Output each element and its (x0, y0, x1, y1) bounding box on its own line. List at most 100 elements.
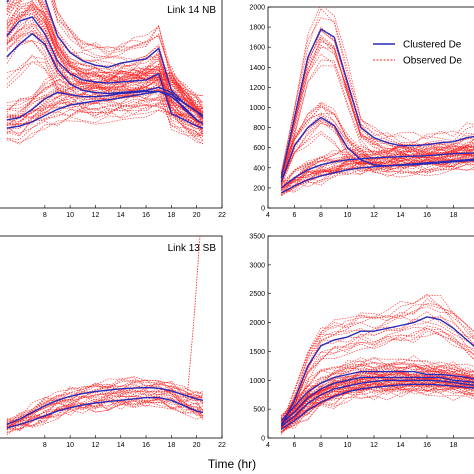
observed-demand-line (280, 310, 474, 428)
x-tick-label: 22 (218, 212, 226, 219)
observed-demand-line (280, 326, 474, 429)
y-tick-label: 3000 (249, 262, 265, 269)
observed-demand-line (280, 41, 474, 185)
observed-demand-line (281, 372, 474, 420)
panel-1: 8 10 12 14 16 18 20 22 Link 14 NB (0, 0, 226, 219)
x-tick-label: 16 (142, 212, 150, 219)
y-tick-label: 2500 (249, 291, 265, 298)
observed-demand-line (6, 392, 204, 423)
x-tick-label: 14 (117, 212, 125, 219)
clustered-demand-line (280, 376, 474, 425)
x-tick-label: 6 (293, 442, 297, 449)
observed-demand-line (6, 19, 204, 130)
observed-demand-line (281, 154, 474, 197)
observed-demand-line (6, 78, 204, 118)
y-tick-label: 1500 (249, 349, 265, 356)
observed-demand-line (6, 77, 204, 123)
clustered-demand-line (6, 90, 204, 121)
observed-demand-line (6, 389, 204, 423)
x-tick-label: 4 (266, 442, 270, 449)
panel-title: Link 13 SB (168, 243, 217, 254)
observed-demand-line (6, 95, 204, 130)
observed-demand-line (280, 59, 474, 182)
observed-demand-line (6, 385, 204, 429)
x-tick-label: 18 (167, 442, 175, 449)
observed-demand-line (280, 306, 474, 426)
observed-demand-line (281, 367, 474, 420)
x-tick-label: 6 (293, 212, 297, 219)
observed-demand-line (6, 29, 204, 138)
x-tick-label: 12 (92, 212, 100, 219)
observed-demand-line (6, 2, 204, 113)
observed-demand-line (280, 294, 474, 427)
observed-demand-line (6, 396, 204, 432)
observed-demand-line (281, 377, 474, 433)
observed-demand-line (6, 83, 204, 118)
y-tick-label: 2000 (249, 320, 265, 327)
observed-demand-line (6, 78, 204, 118)
observed-demand-line (281, 388, 474, 429)
observed-demand-line (6, 399, 204, 431)
clustered-demand-line (280, 379, 474, 428)
observed-demand-line (6, 74, 204, 119)
observed-demand-line (6, 10, 204, 116)
observed-demand-line (6, 61, 204, 134)
observed-demand-line (281, 369, 474, 427)
observed-demand-line (6, 72, 204, 112)
x-tick-label: 18 (450, 442, 458, 449)
y-tick-label: 1600 (249, 45, 265, 52)
x-tick-label: 8 (319, 442, 323, 449)
plot-area (6, 0, 204, 145)
x-axis-label: Time (hr) (208, 457, 256, 471)
observed-demand-line (281, 374, 474, 420)
observed-demand-line (186, 236, 201, 405)
panel-4: 4 6 8 10 12 14 16 18 0 500 1000 1500 2000 2500 3000 350… (208, 234, 474, 471)
plot-area (280, 7, 474, 197)
observed-demand-line (280, 65, 474, 181)
observed-demand-line (281, 156, 474, 191)
observed-demand-line (281, 383, 474, 429)
plot-area (6, 236, 204, 436)
observed-demand-line (281, 362, 474, 423)
observed-demand-line (6, 379, 204, 424)
observed-demand-line (6, 0, 204, 124)
observed-demand-line (281, 389, 474, 432)
observed-demand-line (280, 104, 474, 182)
observed-demand-line (280, 7, 474, 177)
observed-demand-line (281, 162, 474, 196)
observed-demand-line (281, 142, 474, 191)
x-tick-label: 4 (266, 212, 270, 219)
clustered-demand-line (280, 383, 474, 430)
clustered-demand-line (280, 316, 474, 427)
observed-demand-line (6, 110, 204, 145)
observed-demand-line (6, 26, 204, 137)
observed-demand-line (6, 399, 204, 433)
panel-2: 4 6 8 10 12 14 16 18 0 200 400 600 800 1000 1200 1400 16… (249, 5, 474, 219)
observed-demand-line (281, 358, 474, 419)
observed-demand-line (281, 156, 474, 191)
observed-demand-line (281, 147, 474, 182)
observed-demand-line (281, 361, 474, 418)
y-tick-label: 1000 (249, 378, 265, 385)
legend-label: Clustered De (403, 40, 462, 51)
observed-demand-line (6, 90, 204, 136)
x-tick-label: 18 (167, 212, 175, 219)
observed-demand-line (52, 0, 204, 111)
y-tick-label: 2000 (249, 5, 265, 12)
x-tick-label: 8 (43, 212, 47, 219)
x-tick-label: 16 (142, 442, 150, 449)
x-tick-label: 20 (193, 442, 201, 449)
axes-frame (0, 235, 223, 439)
x-tick-label: 12 (92, 442, 100, 449)
observed-demand-line (280, 304, 474, 427)
observed-demand-line (280, 358, 474, 424)
observed-demand-line (6, 380, 204, 423)
x-tick-label: 18 (450, 212, 458, 219)
observed-demand-line (281, 388, 474, 433)
observed-demand-line (280, 328, 474, 430)
y-tick-label: 0 (261, 206, 265, 213)
clustered-demand-line (6, 90, 204, 129)
x-tick-label: 14 (397, 442, 405, 449)
y-tick-label: 1400 (249, 65, 265, 72)
